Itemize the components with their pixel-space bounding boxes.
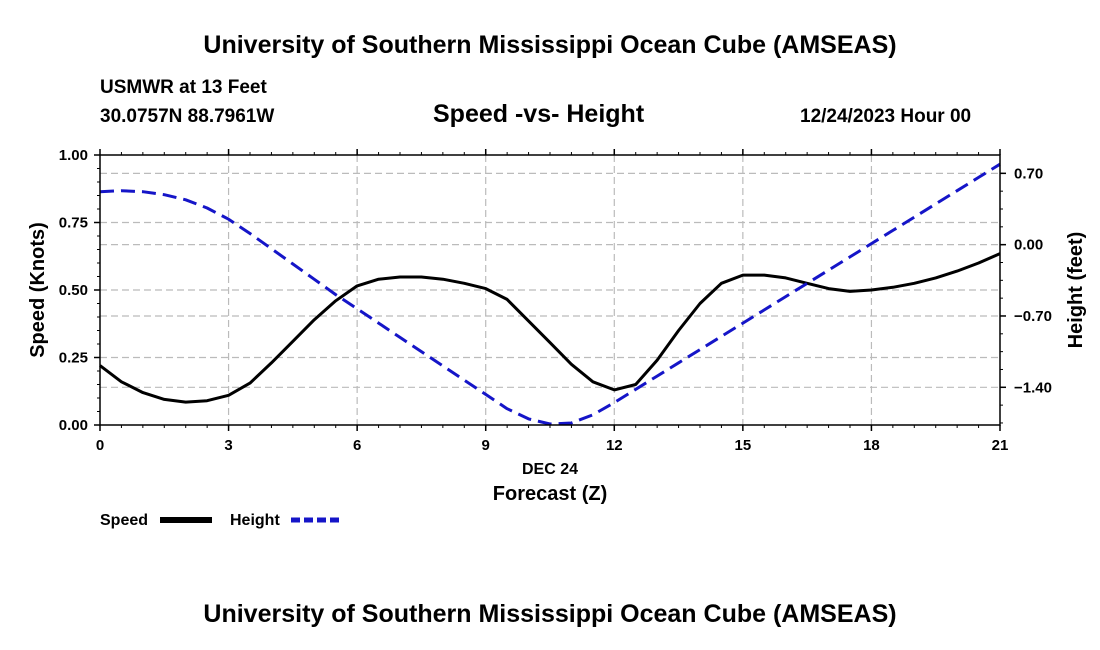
footer-title: University of Southern Mississippi Ocean… [203,600,897,628]
y-tick-label: 0.00 [59,417,88,434]
y2-tick-label: −0.70 [1014,308,1052,325]
station-coordinates: 30.0757N 88.7961W [100,106,275,127]
x-tick-label: 6 [353,437,361,454]
speed-series-line [99,252,1001,404]
y-axis-title: Speed (Knots) [27,222,49,358]
y-tick-label: 0.50 [59,282,88,299]
x-tick-label: 3 [224,437,232,454]
y-tick-label: 0.25 [59,350,88,367]
legend: Speed Height [100,512,343,529]
forecast-datetime: 12/24/2023 Hour 00 [800,106,972,127]
x-tick-label: 9 [482,437,490,454]
height-series-line [99,162,1001,426]
page-title: University of Southern Mississippi Ocean… [203,31,897,59]
x-tick-label: 15 [735,437,752,454]
y-tick-label: 0.75 [59,215,88,232]
y2-tick-label: 0.00 [1014,237,1043,254]
legend-height-label: Height [230,512,280,529]
y2-axis-title: Height (feet) [1065,232,1087,349]
series-layer [99,162,1001,426]
y2-tick-label: −1.40 [1014,379,1052,396]
x-tick-label: 21 [992,437,1009,454]
x-axis-date-label: DEC 24 [522,461,578,478]
x-tick-label: 0 [96,437,104,454]
y-tick-label: 1.00 [59,147,88,164]
x-axis-title: Forecast (Z) [493,483,607,505]
x-tick-label: 12 [606,437,623,454]
legend-speed-label: Speed [100,512,148,529]
chart-subtitle: Speed -vs- Height [433,100,645,128]
y2-tick-label: 0.70 [1014,165,1043,182]
tick-layer: 0 3 6 9 12 15 18 21 0.00 0.25 0.50 0.75 1.00 0.70 0.00… [59,147,1052,454]
station-label: USMWR at 13 Feet [100,77,267,98]
x-tick-label: 18 [863,437,880,454]
